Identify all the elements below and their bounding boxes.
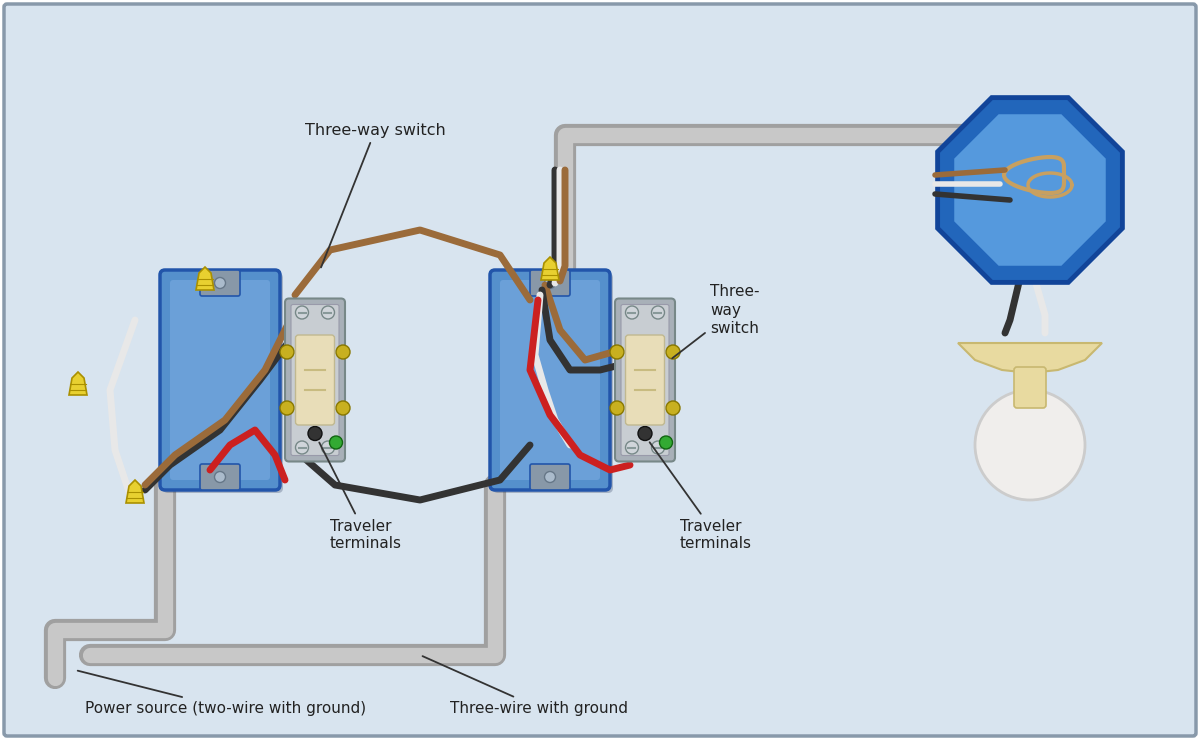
Polygon shape — [70, 372, 88, 395]
Text: Three-way switch: Three-way switch — [305, 123, 445, 267]
Circle shape — [215, 471, 226, 482]
FancyBboxPatch shape — [200, 464, 240, 490]
Text: Three-
way
switch: Three- way switch — [672, 284, 760, 358]
Circle shape — [215, 278, 226, 289]
Circle shape — [336, 345, 350, 359]
FancyBboxPatch shape — [530, 270, 570, 296]
Circle shape — [652, 441, 665, 454]
FancyBboxPatch shape — [4, 4, 1196, 736]
Circle shape — [322, 441, 335, 454]
Polygon shape — [958, 343, 1102, 373]
Circle shape — [625, 306, 638, 319]
Polygon shape — [541, 257, 559, 280]
Circle shape — [280, 401, 294, 415]
FancyBboxPatch shape — [530, 464, 570, 490]
Polygon shape — [1016, 395, 1044, 405]
Text: Power source (two-wire with ground): Power source (two-wire with ground) — [78, 670, 366, 716]
Polygon shape — [937, 98, 1122, 283]
Circle shape — [652, 306, 665, 319]
Polygon shape — [126, 480, 144, 503]
Text: Traveler
terminals: Traveler terminals — [319, 443, 402, 551]
FancyBboxPatch shape — [160, 270, 280, 490]
Circle shape — [666, 345, 680, 359]
Circle shape — [545, 278, 556, 289]
FancyBboxPatch shape — [622, 304, 670, 456]
Circle shape — [638, 426, 652, 440]
Circle shape — [974, 390, 1085, 500]
FancyBboxPatch shape — [500, 280, 600, 480]
Circle shape — [322, 306, 335, 319]
Polygon shape — [196, 267, 214, 290]
Circle shape — [625, 441, 638, 454]
FancyBboxPatch shape — [1014, 367, 1046, 408]
FancyBboxPatch shape — [163, 273, 283, 493]
Polygon shape — [954, 114, 1105, 266]
Circle shape — [666, 401, 680, 415]
Circle shape — [610, 345, 624, 359]
Text: Traveler
terminals: Traveler terminals — [649, 443, 752, 551]
Text: Three-wire with ground: Three-wire with ground — [422, 656, 628, 716]
Circle shape — [295, 441, 308, 454]
FancyBboxPatch shape — [200, 270, 240, 296]
Circle shape — [660, 436, 672, 449]
FancyBboxPatch shape — [284, 298, 346, 462]
FancyBboxPatch shape — [170, 280, 270, 480]
FancyBboxPatch shape — [625, 335, 665, 425]
Circle shape — [295, 306, 308, 319]
FancyBboxPatch shape — [614, 298, 674, 462]
Circle shape — [308, 426, 322, 440]
Circle shape — [610, 401, 624, 415]
FancyBboxPatch shape — [490, 270, 610, 490]
Circle shape — [330, 436, 342, 449]
Circle shape — [545, 471, 556, 482]
FancyBboxPatch shape — [295, 335, 335, 425]
Circle shape — [280, 345, 294, 359]
FancyBboxPatch shape — [290, 304, 338, 456]
FancyBboxPatch shape — [493, 273, 613, 493]
Circle shape — [336, 401, 350, 415]
